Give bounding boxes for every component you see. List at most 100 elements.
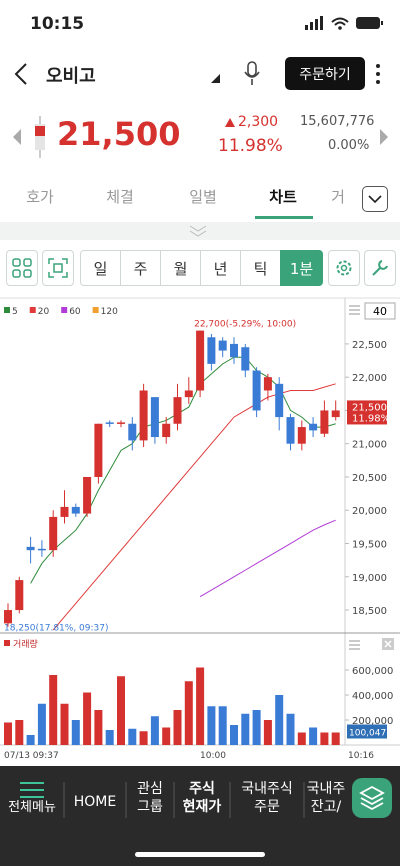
- volume-bar: [173, 710, 182, 745]
- y-tick-label: 22,000: [352, 373, 387, 384]
- tab-underline: [255, 216, 313, 219]
- tab-active[interactable]: 차트: [269, 188, 297, 206]
- tab[interactable]: 호가: [26, 188, 54, 206]
- volume-tick-label: 200,000: [352, 716, 393, 727]
- candle-body: [241, 347, 250, 371]
- indicator-line: [30, 356, 336, 584]
- next-arrow[interactable]: [379, 128, 389, 146]
- min-label: 18,250(17.81%, 09:37): [4, 624, 109, 634]
- volume-bar: [15, 720, 24, 745]
- nav-item[interactable]: 국내주식 주문: [232, 780, 302, 816]
- tab[interactable]: 일별: [189, 188, 217, 206]
- y-tick-label: 22,500: [352, 340, 387, 351]
- x-label: 10:16: [348, 751, 374, 761]
- legend-label: 5: [12, 307, 18, 317]
- last-pct: 11.98%: [352, 413, 390, 424]
- candle-body: [218, 340, 227, 351]
- change-percent: 11.98%: [218, 136, 283, 156]
- candle-icon: [35, 116, 45, 158]
- candle-body: [60, 506, 69, 517]
- period-button-active[interactable]: 1분: [280, 250, 323, 286]
- candle-body: [309, 423, 318, 431]
- candle-body: [37, 548, 46, 551]
- more-button[interactable]: [372, 62, 384, 86]
- candle-body: [207, 337, 216, 364]
- y-tick-label: 19,500: [352, 540, 387, 551]
- volume-bar: [94, 710, 103, 745]
- volume-bar: [207, 706, 216, 745]
- max-label: 22,700(-5.29%, 10:00): [194, 320, 296, 330]
- volume-bar: [184, 681, 193, 745]
- volume-bar: [71, 720, 80, 745]
- period-button[interactable]: 일: [80, 250, 121, 286]
- volume-legend-swatch: [4, 640, 10, 646]
- volume-bar: [26, 735, 35, 745]
- nav-line: 그룹: [137, 799, 163, 815]
- order-button[interactable]: 주문하기: [285, 57, 365, 90]
- settings-button[interactable]: [328, 250, 360, 286]
- candle-body: [331, 410, 340, 418]
- candle-body: [252, 370, 261, 411]
- volume-bar: [196, 667, 205, 745]
- count-box[interactable]: 40: [373, 305, 387, 318]
- legend-swatch: [61, 307, 68, 313]
- nav-item[interactable]: 관심 그룹: [128, 780, 172, 816]
- tabs-dropdown[interactable]: [362, 186, 388, 212]
- period-button[interactable]: 주: [120, 250, 161, 286]
- x-label: 07/13 09:37: [4, 751, 59, 761]
- prev-arrow[interactable]: [12, 128, 22, 146]
- tab[interactable]: 체결: [106, 188, 134, 206]
- bottom-nav: [0, 766, 400, 866]
- volume-bar: [275, 695, 284, 745]
- candle-body: [173, 397, 182, 424]
- volume-bar: [309, 727, 318, 745]
- separator-band: [0, 222, 400, 240]
- legend-swatch: [92, 307, 99, 313]
- candle-body: [117, 422, 125, 424]
- volume-title: 거래량: [13, 638, 38, 650]
- dropdown-icon[interactable]: [210, 74, 222, 84]
- chart: 40 18,500 19,000 19,500 20,000 20,500 21,000 2…: [0, 297, 400, 761]
- y-tick-label: 18,500: [352, 606, 387, 617]
- period-button[interactable]: 틱: [240, 250, 281, 286]
- legend-label: 60: [69, 307, 81, 317]
- last-price-box: [347, 400, 387, 425]
- legend-swatch: [4, 307, 10, 313]
- candle-body: [105, 422, 114, 424]
- tools-button[interactable]: [364, 250, 396, 286]
- nav-item[interactable]: 주식 현재가: [176, 780, 228, 816]
- volume-bar: [139, 731, 148, 745]
- layout-button[interactable]: [6, 250, 38, 286]
- nav-line: 잔고/: [310, 799, 342, 815]
- candle-body: [139, 390, 148, 441]
- nav-item[interactable]: 전체메뉴: [8, 800, 56, 815]
- volume-bar: [297, 732, 306, 745]
- tab[interactable]: 거: [331, 188, 345, 206]
- last-price: 21,500: [352, 402, 387, 413]
- nav-item[interactable]: 국내주 잔고/: [306, 780, 346, 816]
- candle-body: [26, 546, 35, 551]
- nav-item[interactable]: HOME: [73, 794, 117, 810]
- candle-body: [94, 423, 103, 477]
- layers-button[interactable]: [352, 778, 392, 818]
- volume-bar: [4, 722, 12, 745]
- candle-body: [275, 383, 284, 418]
- candle-body: [15, 580, 24, 611]
- volume-bar: [49, 675, 58, 745]
- fullscreen-button[interactable]: [42, 250, 74, 286]
- volume-bar: [331, 732, 340, 745]
- volume-bar: [162, 727, 171, 745]
- candle-body: [49, 516, 58, 551]
- volume-bar: [60, 703, 69, 745]
- legend-swatch: [29, 307, 36, 313]
- period-button[interactable]: 년: [200, 250, 241, 286]
- back-button[interactable]: [12, 62, 32, 86]
- menu-icon[interactable]: [18, 781, 46, 799]
- mic-icon[interactable]: [242, 60, 262, 88]
- nav-line: 주식: [189, 781, 215, 797]
- period-button[interactable]: 월: [160, 250, 201, 286]
- current-price: 21,500: [57, 115, 181, 153]
- nav-line: 국내주식: [241, 781, 293, 797]
- trade-volume: 15,607,776: [300, 114, 375, 129]
